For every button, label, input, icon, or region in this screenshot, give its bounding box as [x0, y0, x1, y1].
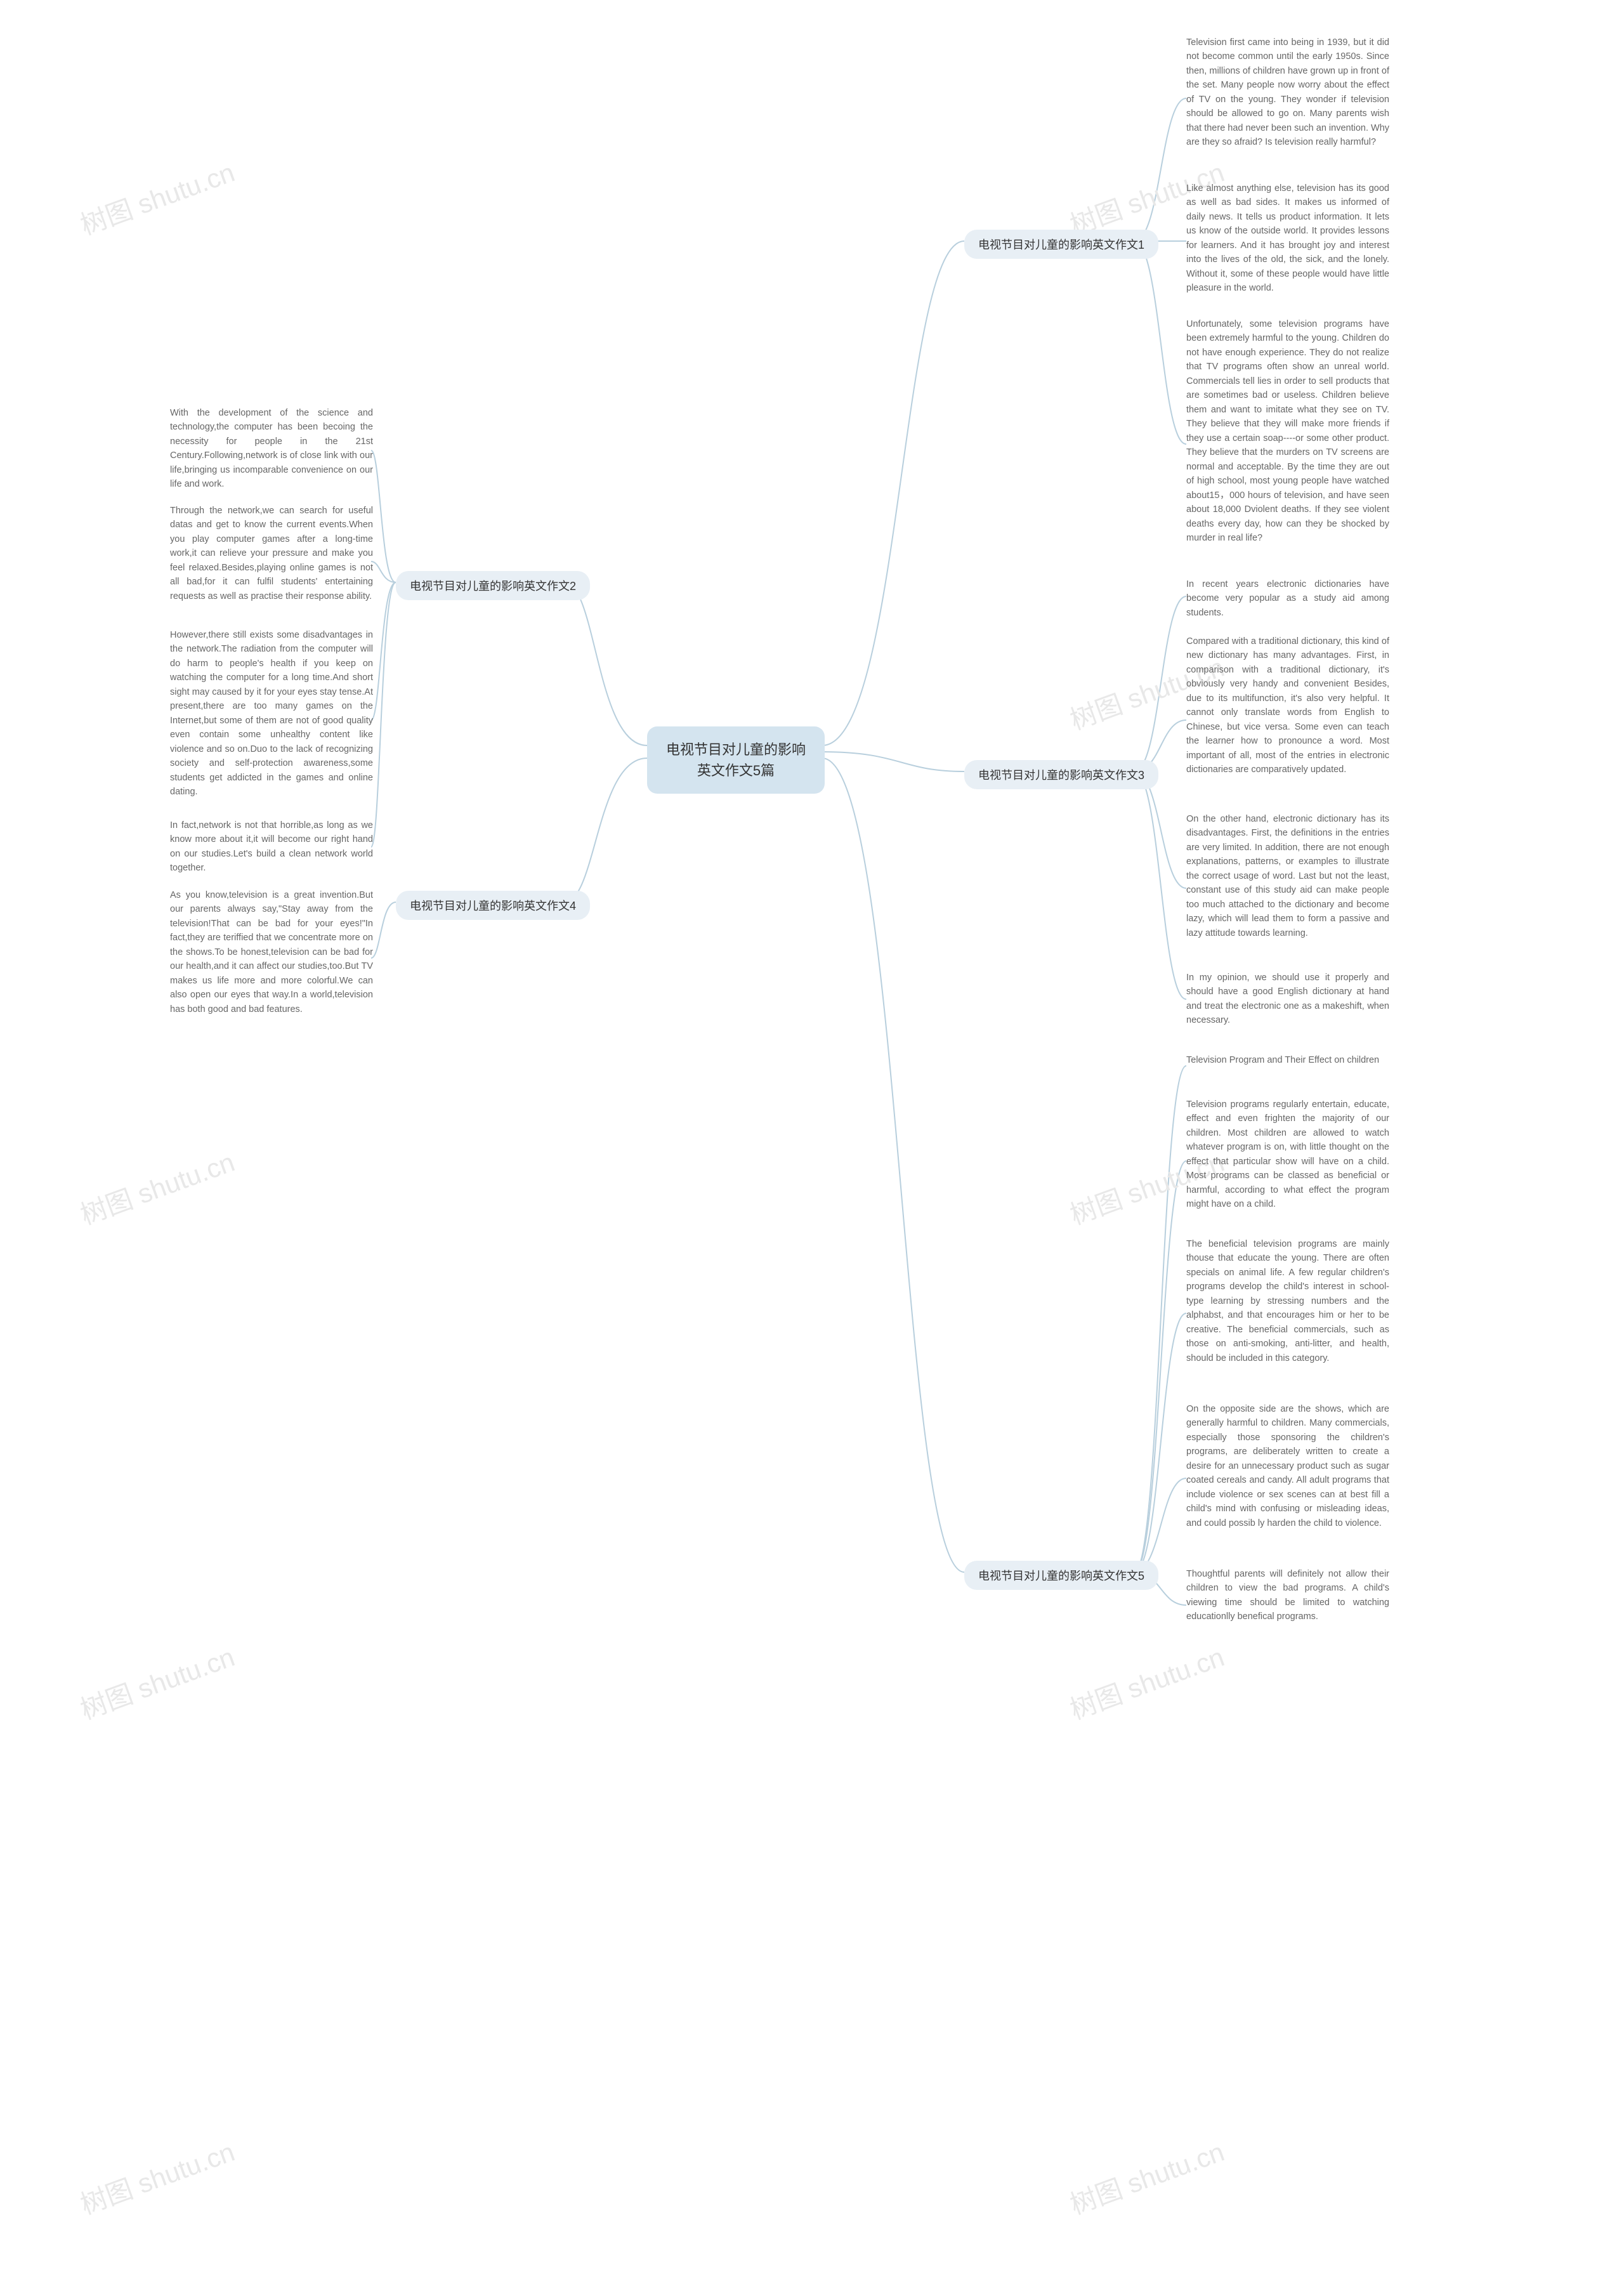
content-node-11: As you know,television is a great invent… [170, 888, 373, 1016]
content-node-16: Thoughtful parents will definitely not a… [1186, 1567, 1389, 1624]
content-node-12: Television Program and Their Effect on c… [1186, 1053, 1389, 1067]
watermark-text: 树图 shutu.cn [74, 2130, 239, 2222]
content-node-1: Like almost anything else, television ha… [1186, 181, 1389, 296]
content-node-3: With the development of the science and … [170, 406, 373, 492]
content-node-2: Unfortunately, some television programs … [1186, 317, 1389, 546]
watermark-text: 树图 shutu.cn [74, 1636, 239, 1727]
content-node-5: However,there still exists some disadvan… [170, 628, 373, 799]
content-node-9: On the other hand, electronic dictionary… [1186, 812, 1389, 940]
watermark-text: 树图 shutu.cn [74, 1141, 239, 1232]
watermark-text: 树图 shutu.cn [1064, 2130, 1229, 2222]
content-node-0: Television first came into being in 1939… [1186, 36, 1389, 150]
center-node: 电视节目对儿童的影响英文作文5篇 [647, 726, 825, 794]
content-node-6: In fact,network is not that horrible,as … [170, 818, 373, 876]
watermark-text: 树图 shutu.cn [1064, 1636, 1229, 1727]
content-node-13: Television programs regularly entertain,… [1186, 1098, 1389, 1212]
branch-node-2: 电视节目对儿童的影响英文作文2 [396, 571, 590, 600]
content-node-15: On the opposite side are the shows, whic… [1186, 1402, 1389, 1530]
content-node-14: The beneficial television programs are m… [1186, 1237, 1389, 1365]
watermark-text: 树图 shutu.cn [74, 151, 239, 242]
branch-node-3: 电视节目对儿童的影响英文作文3 [964, 760, 1158, 789]
branch-node-4: 电视节目对儿童的影响英文作文4 [396, 891, 590, 920]
content-node-7: In recent years electronic dictionaries … [1186, 577, 1389, 620]
branch-node-5: 电视节目对儿童的影响英文作文5 [964, 1561, 1158, 1590]
branch-node-1: 电视节目对儿童的影响英文作文1 [964, 230, 1158, 259]
content-node-4: Through the network,we can search for us… [170, 504, 373, 603]
content-node-10: In my opinion, we should use it properly… [1186, 971, 1389, 1028]
center-title: 电视节目对儿童的影响英文作文5篇 [666, 742, 806, 778]
content-node-8: Compared with a traditional dictionary, … [1186, 634, 1389, 777]
